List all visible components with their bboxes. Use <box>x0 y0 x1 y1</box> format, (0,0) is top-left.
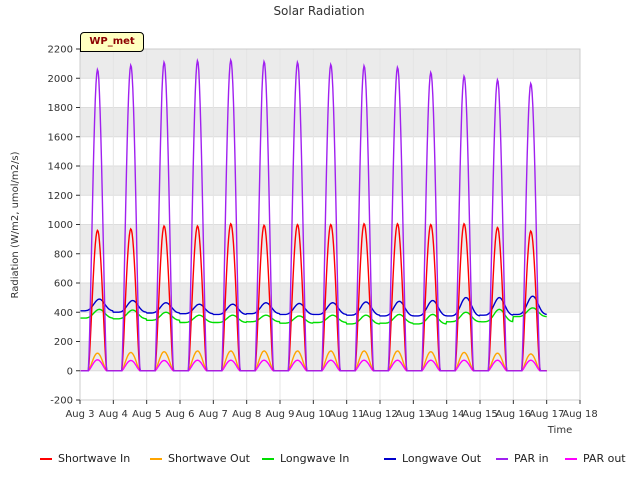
x-tick-label: Aug 11 <box>329 409 364 420</box>
y-tick-label: 0 <box>67 366 73 377</box>
grid-band <box>80 107 580 137</box>
x-tick-label: Aug 17 <box>529 409 564 420</box>
legend-swatch <box>150 458 162 460</box>
legend: Shortwave In Shortwave Out Longwave In Long… <box>0 452 640 470</box>
x-tick-label: Aug 8 <box>232 409 261 420</box>
legend-label: Longwave Out <box>402 452 482 465</box>
site-label: WP_met <box>80 32 144 52</box>
x-axis-title: Time <box>547 425 572 436</box>
legend-item: PAR out <box>565 452 626 465</box>
y-axis-title: Radiation (W/m2, umol/m2/s) <box>10 151 21 298</box>
legend-item: Longwave In <box>262 452 349 465</box>
x-tick-label: Aug 4 <box>99 409 128 420</box>
y-tick-label: 2000 <box>48 74 73 85</box>
legend-swatch <box>384 458 396 460</box>
x-tick-label: Aug 10 <box>296 409 331 420</box>
legend-item: PAR in <box>496 452 549 465</box>
legend-label: Shortwave In <box>58 452 131 465</box>
legend-label: Shortwave Out <box>168 452 250 465</box>
y-tick-label: 1000 <box>48 220 73 231</box>
y-tick-label: 200 <box>54 337 73 348</box>
y-tick-label: 2200 <box>48 45 73 56</box>
legend-label: PAR in <box>514 452 549 465</box>
y-tick-label: 800 <box>54 249 73 260</box>
legend-swatch <box>40 458 52 460</box>
grid-band <box>80 283 580 313</box>
y-tick-label: 1200 <box>48 191 73 202</box>
legend-swatch <box>262 458 274 460</box>
x-tick-label: Aug 14 <box>429 409 464 420</box>
grid-band <box>80 166 580 196</box>
axes: -200 0 200 400 600 800 1000 1200 1400 1600 1800 200… <box>48 45 598 421</box>
x-tick-label: Aug 3 <box>65 409 94 420</box>
x-tick-label: Aug 13 <box>396 409 431 420</box>
legend-item: Shortwave In <box>40 452 130 465</box>
x-tick-label: Aug 12 <box>362 409 397 420</box>
y-tick-label: -200 <box>50 396 73 407</box>
y-tick-label: 1800 <box>48 103 73 114</box>
x-tick-label: Aug 6 <box>165 409 194 420</box>
grid-band <box>80 341 580 371</box>
series-line-par-in <box>80 57 547 372</box>
legend-swatch <box>496 458 508 460</box>
legend-label: PAR out <box>583 452 626 465</box>
series-layer <box>79 57 547 372</box>
x-tick-label: Aug 18 <box>562 409 597 420</box>
x-tick-label: Aug 9 <box>265 409 294 420</box>
x-tick-label: Aug 15 <box>462 409 497 420</box>
x-tick-label: Aug 16 <box>496 409 531 420</box>
legend-item: Longwave Out <box>384 452 481 465</box>
x-tick-label: Aug 7 <box>199 409 228 420</box>
x-tick-label: Aug 5 <box>132 409 161 420</box>
y-tick-label: 1600 <box>48 132 73 143</box>
y-tick-label: 1400 <box>48 162 73 173</box>
y-tick-label: 600 <box>54 279 73 290</box>
chart-title: Solar Radiation <box>273 4 364 18</box>
legend-label: Longwave In <box>280 452 350 465</box>
y-tick-label: 400 <box>54 308 73 319</box>
legend-swatch <box>565 458 577 460</box>
legend-item: Shortwave Out <box>150 452 250 465</box>
